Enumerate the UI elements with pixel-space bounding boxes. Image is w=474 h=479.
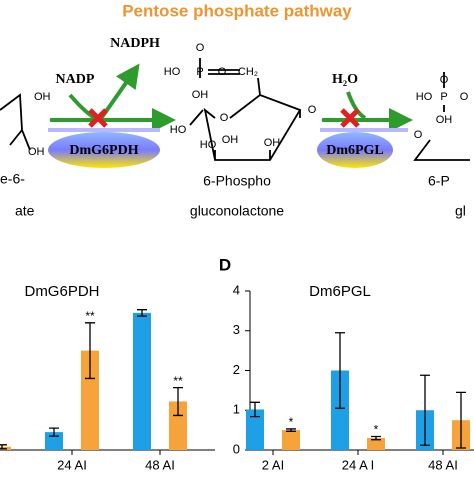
enzyme-label: DmG6PDH [69, 143, 138, 158]
enzyme [48, 132, 160, 168]
bar [81, 350, 99, 450]
atom-label: HO [200, 139, 217, 151]
y-tick-label: 2 [233, 362, 240, 377]
bar [331, 370, 349, 450]
error-bar [49, 427, 59, 437]
molecule-name: gluconolactone [190, 203, 284, 219]
error-bar [456, 391, 466, 449]
bar [133, 312, 151, 450]
atom-label: P [440, 91, 447, 103]
atom-label: OH [34, 91, 51, 103]
diagram-title: Pentose phosphate pathway [122, 1, 352, 20]
atom-label: OH [192, 89, 209, 101]
x-tick-label: 24 A I [342, 457, 375, 472]
x-tick-label: 2 AI [262, 457, 284, 472]
block-marks [88, 108, 360, 128]
x-tick-label: 24 AI [57, 457, 87, 472]
enzyme [317, 132, 393, 168]
cofactor: H₂O [332, 72, 358, 87]
atom-label: HO [164, 66, 181, 78]
molecule-name: e-6- [0, 171, 25, 187]
panel-label: D [219, 255, 231, 274]
y-tick-label: 3 [233, 322, 240, 337]
atom-label: O [414, 129, 423, 141]
error-bar [286, 428, 296, 432]
enzyme-bar [320, 128, 408, 132]
molecule-name: 6-P [428, 173, 450, 189]
cofactor: NADPH [110, 36, 160, 51]
atom-label: OH [28, 146, 45, 158]
molecule-name: 6-Phospho [203, 173, 271, 189]
error-bar [335, 332, 345, 409]
atom-label: O [460, 91, 469, 103]
atom-label: O [308, 104, 317, 116]
molecule-name: gl [455, 203, 466, 219]
atom-label: HO [170, 124, 187, 136]
y-tick-label: 0 [233, 441, 240, 456]
y-tick-label: 4 [233, 282, 240, 297]
significance-mark: ** [173, 374, 183, 388]
atom-label: OH [436, 114, 453, 126]
error-bar [85, 322, 95, 380]
cofactor: NADP [56, 72, 95, 87]
bar [169, 401, 187, 450]
atom-label: CH₂ [238, 66, 258, 78]
atom-label: OH [264, 137, 281, 149]
atom-label: OH [222, 134, 239, 146]
error-bar [173, 386, 183, 417]
chart-title: Dm6PGL [309, 283, 371, 300]
bar [282, 430, 300, 450]
error-bar [137, 309, 147, 317]
error-bar [420, 374, 430, 446]
x-tick-label: 48 AI [428, 457, 458, 472]
atom-label: O [220, 112, 229, 124]
enzyme-label: Dm6PGL [326, 143, 384, 158]
enzyme-bar [48, 128, 160, 132]
chart-title: DmG6PDH [24, 283, 99, 300]
significance-mark: * [374, 423, 379, 437]
significance-mark: ** [85, 309, 95, 323]
atom-label: O [196, 42, 205, 54]
y-tick-label: 1 [233, 402, 240, 417]
atom-label: HO [416, 91, 433, 103]
bar [246, 409, 264, 450]
error-bar [371, 435, 381, 441]
atom-label: O [218, 66, 227, 78]
error-bar [0, 444, 7, 450]
atom-label: P [196, 66, 203, 78]
bar [367, 438, 385, 450]
molecule-name: ate [15, 203, 35, 219]
atom-label: O [440, 74, 449, 86]
error-bar [250, 401, 260, 418]
x-tick-label: 48 AI [145, 457, 175, 472]
structures [0, 58, 470, 161]
significance-mark: * [289, 415, 294, 429]
